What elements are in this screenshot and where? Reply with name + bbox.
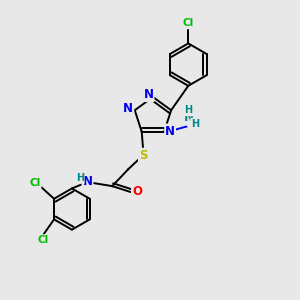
- Text: N: N: [123, 102, 133, 115]
- Text: O: O: [132, 185, 142, 199]
- Text: N: N: [82, 176, 92, 188]
- Text: H: H: [184, 105, 193, 116]
- Text: N: N: [165, 124, 175, 137]
- Text: Cl: Cl: [29, 178, 40, 188]
- Text: N: N: [143, 88, 154, 101]
- Text: Cl: Cl: [37, 235, 49, 245]
- Text: N: N: [184, 111, 194, 124]
- Text: H: H: [191, 119, 199, 129]
- Text: S: S: [139, 149, 147, 162]
- Text: Cl: Cl: [183, 18, 194, 28]
- Text: H: H: [76, 173, 84, 183]
